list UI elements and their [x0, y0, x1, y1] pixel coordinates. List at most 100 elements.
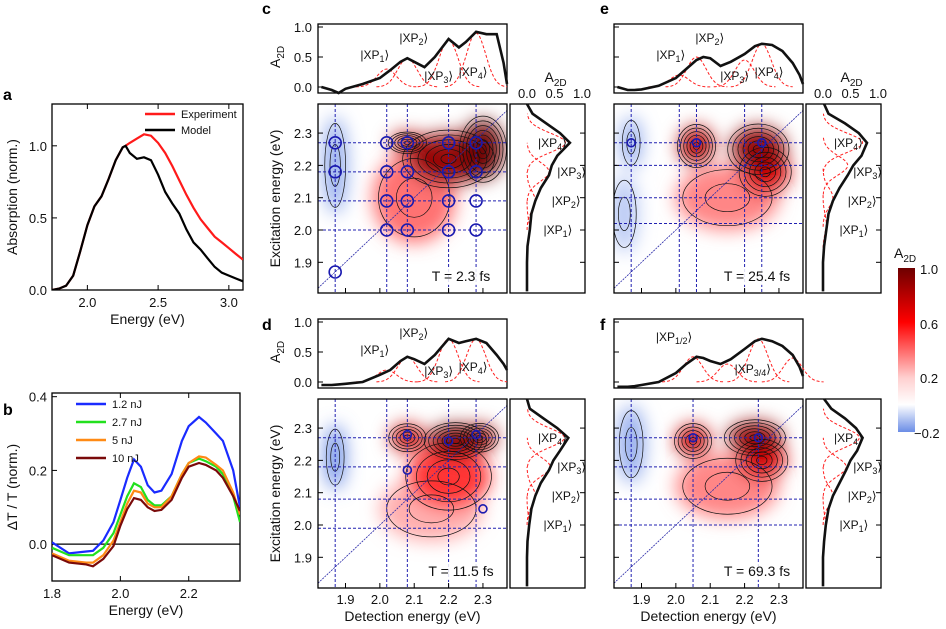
- label-sub: 2D: [850, 78, 863, 89]
- side-strip-tick-label: 0.5: [545, 86, 563, 101]
- peak-marker-circle: [626, 137, 636, 148]
- peak-marker-circle: [469, 135, 483, 150]
- label-main: |XP: [360, 48, 379, 62]
- label-end: ⟩: [448, 69, 453, 83]
- label-end: ⟩: [576, 489, 581, 503]
- label-sub: 3/4: [754, 368, 767, 378]
- contour-line: [437, 430, 474, 452]
- side-strip-curve: [525, 103, 572, 292]
- top-strip-state-label: |XP1⟩: [360, 48, 389, 64]
- side-strip-state-label: |XP3⟩: [557, 460, 586, 476]
- label-main: A: [545, 69, 555, 85]
- y-tick-label: 2.1: [294, 191, 312, 206]
- label-end: ⟩: [562, 431, 567, 445]
- top-strip-state-label: |XP2⟩: [399, 326, 428, 342]
- panel-label-f: f: [600, 317, 606, 334]
- peak-marker-circle: [328, 135, 342, 150]
- contour-line: [450, 438, 461, 444]
- label-end: ⟩: [877, 460, 882, 474]
- delay-label-bg: [713, 268, 801, 285]
- side-strip-state-label: |XP3⟩: [557, 165, 586, 181]
- y-tick-label: 2.2: [294, 453, 312, 468]
- label-main: A: [267, 353, 283, 363]
- strip-axis-title: A2D: [267, 46, 287, 68]
- peak-marker-circle: [400, 135, 415, 150]
- label-end: ⟩: [385, 343, 390, 357]
- label-end: ⟩: [681, 48, 686, 62]
- contour-line: [618, 196, 631, 231]
- side-strip-component: [822, 168, 834, 227]
- top-strip-curve: [321, 30, 509, 95]
- heatmap-intensity: [614, 116, 790, 253]
- x-axis-title: Energy (eV): [109, 602, 184, 618]
- peak-marker-circle: [400, 223, 415, 237]
- side-strip-tick-label: 0.0: [814, 86, 832, 101]
- peak-marker-circle: [471, 429, 481, 440]
- top-strip-component: [696, 363, 759, 383]
- delay-label: T = 2.3 fs: [432, 268, 491, 284]
- series-line-1.2-nj: [52, 415, 240, 555]
- label-sub: 2: [867, 495, 872, 505]
- y-tick-label: 1.9: [294, 255, 312, 270]
- x-tick-label: 2.2: [440, 592, 458, 607]
- label-end: ⟩: [581, 460, 586, 474]
- top-strip-state-label: |XP4⟩: [459, 360, 488, 376]
- series-line-10-nj: [52, 461, 240, 568]
- top-strip-state-label: |XP3⟩: [424, 364, 453, 380]
- heatmap-peak: [324, 424, 346, 490]
- label-main: |XP: [840, 518, 859, 532]
- y-tick-label: 1.9: [294, 550, 312, 565]
- peak-marker-circle: [443, 436, 454, 446]
- label-sub: 2: [714, 37, 719, 47]
- contour-line: [745, 447, 778, 474]
- label-main: |XP: [853, 460, 872, 474]
- contour-line: [378, 158, 451, 238]
- side-strip-curve: [821, 103, 869, 292]
- peak-marker-circle: [688, 432, 698, 443]
- side-strip-tick-label: 1.0: [573, 86, 591, 101]
- label-main: |XP: [656, 330, 675, 344]
- label-sub: 1: [563, 524, 568, 534]
- plot-frame: [51, 392, 241, 582]
- panel-a-absorption: 2.0 2.5 3.0 0.0 0.5 1.0 Energy (eV) Absorption …: [4, 103, 244, 327]
- side-strip-state-label: |XP1⟩: [840, 518, 869, 534]
- panel-d-2d-map: T = 11.5 fs 1.9 1.9 2.0 2.0 2.1 2.1 2.2 2.2 2.3 2.…: [267, 315, 586, 624]
- x-tick-label: 2.1: [701, 592, 719, 607]
- heatmap-peak: [614, 175, 639, 253]
- peak-marker-circle: [441, 165, 456, 179]
- contour-line: [704, 471, 751, 501]
- y-tick-label: 1.0: [29, 139, 47, 154]
- strip-tick-label: 0.5: [294, 50, 312, 65]
- contour-line: [465, 125, 501, 174]
- label-main: |XP: [848, 194, 867, 208]
- side-strip-state-label: |XP4⟩: [538, 136, 567, 152]
- label-sub: 1: [859, 229, 864, 239]
- y-tick-label: 0.0: [29, 283, 47, 298]
- y-axis-title: ΔT / T (norm.): [4, 444, 20, 530]
- label-end: ⟩: [872, 489, 877, 503]
- x-tick-label: 2.1: [405, 592, 423, 607]
- label-main: |XP: [552, 489, 571, 503]
- top-strip-state-label: |XP3⟩: [424, 69, 453, 85]
- side-strip-tick-label: 0.5: [841, 86, 859, 101]
- label-sub: 4: [774, 71, 779, 81]
- label-end: ⟩: [568, 518, 573, 532]
- peak-marker-circle: [400, 165, 415, 179]
- side-strip-component: [526, 408, 565, 467]
- top-strip-frame: [317, 318, 508, 389]
- label-main: |XP: [656, 48, 675, 62]
- label-main: A: [841, 69, 851, 85]
- label-main: A: [267, 58, 283, 68]
- label-main: |XP: [848, 489, 867, 503]
- side-strip-state-label: |XP4⟩: [538, 431, 567, 447]
- label-end: ⟩: [448, 364, 453, 378]
- label-end: ⟩: [864, 223, 869, 237]
- contour-line: [462, 120, 504, 178]
- top-strip-state-label: |XP3⟩: [720, 69, 749, 85]
- label-main: |XP: [552, 194, 571, 208]
- heatmap: [614, 399, 803, 588]
- label-end: ⟩: [877, 165, 882, 179]
- strip-tick-label: 1.0: [294, 20, 312, 35]
